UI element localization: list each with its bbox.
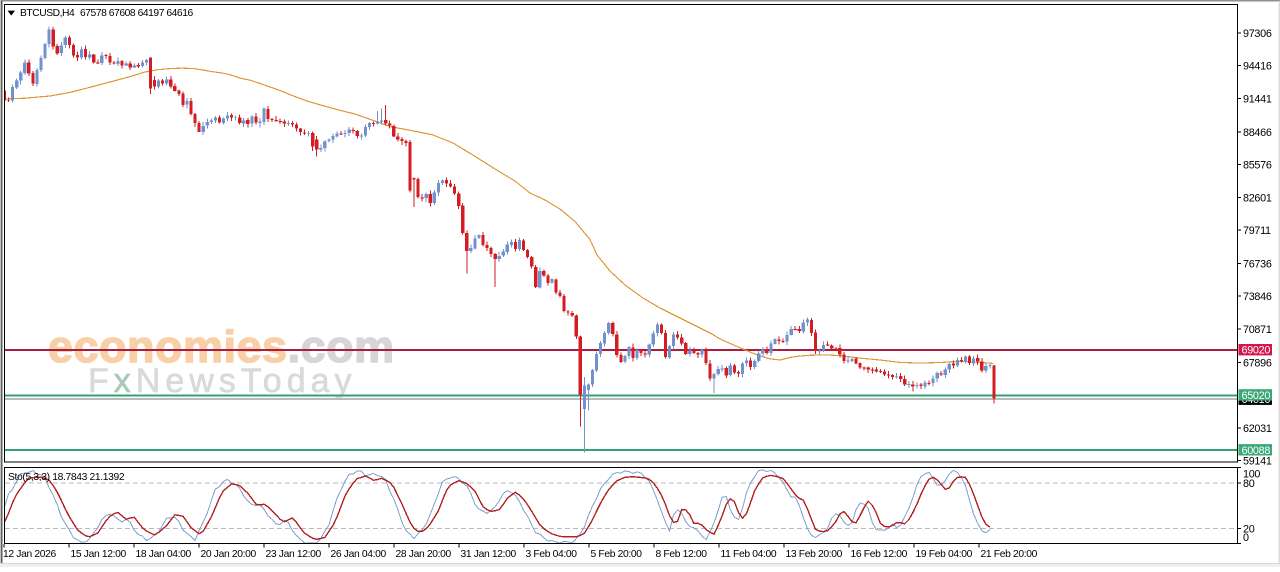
svg-text:31 Jan 12:00: 31 Jan 12:00 [461,549,517,560]
svg-text:65020: 65020 [1242,390,1271,402]
svg-text:16 Feb 12:00: 16 Feb 12:00 [851,549,908,560]
svg-text:18 Jan 04:00: 18 Jan 04:00 [136,549,192,560]
svg-text:85576: 85576 [1243,159,1272,171]
svg-text:19 Feb 04:00: 19 Feb 04:00 [916,549,973,560]
svg-text:79711: 79711 [1243,225,1271,237]
svg-text:3 Feb 04:00: 3 Feb 04:00 [526,549,578,560]
svg-text:70871: 70871 [1243,324,1272,336]
svg-text:0: 0 [1243,532,1249,544]
svg-text:76736: 76736 [1243,258,1272,270]
svg-text:21 Feb 20:00: 21 Feb 20:00 [981,549,1038,560]
svg-text:69020: 69020 [1242,345,1271,357]
svg-text:88466: 88466 [1243,127,1272,139]
svg-text:67578 67608 64197 64616: 67578 67608 64197 64616 [80,8,193,19]
svg-text:73846: 73846 [1243,291,1272,303]
svg-text:62031: 62031 [1243,423,1272,435]
svg-text:15 Jan 12:00: 15 Jan 12:00 [71,549,127,560]
svg-text:59141: 59141 [1243,456,1272,468]
svg-text:BTCUSD,H4: BTCUSD,H4 [20,8,75,19]
svg-text:8 Feb 12:00: 8 Feb 12:00 [656,549,708,560]
svg-text:91441: 91441 [1243,94,1272,106]
svg-text:Sto(5,3,3) 18.7843 21.1392: Sto(5,3,3) 18.7843 21.1392 [8,472,125,483]
svg-text:12 Jan 2026: 12 Jan 2026 [3,549,56,560]
svg-text:82601: 82601 [1243,193,1272,205]
svg-text:11 Feb 04:00: 11 Feb 04:00 [721,549,777,560]
svg-text:23 Jan 12:00: 23 Jan 12:00 [266,549,322,560]
svg-text:80: 80 [1243,478,1255,490]
svg-text:60088: 60088 [1242,445,1271,457]
svg-text:67896: 67896 [1243,357,1272,369]
svg-text:94416: 94416 [1243,60,1272,72]
svg-text:FxNewsToday: FxNewsToday [88,362,357,400]
svg-text:20 Jan 20:00: 20 Jan 20:00 [201,549,257,560]
svg-text:28 Jan 20:00: 28 Jan 20:00 [396,549,452,560]
svg-text:13 Feb 20:00: 13 Feb 20:00 [786,549,843,560]
svg-text:26 Jan 04:00: 26 Jan 04:00 [331,549,387,560]
svg-text:97306: 97306 [1243,28,1272,40]
svg-text:5 Feb 20:00: 5 Feb 20:00 [591,549,643,560]
